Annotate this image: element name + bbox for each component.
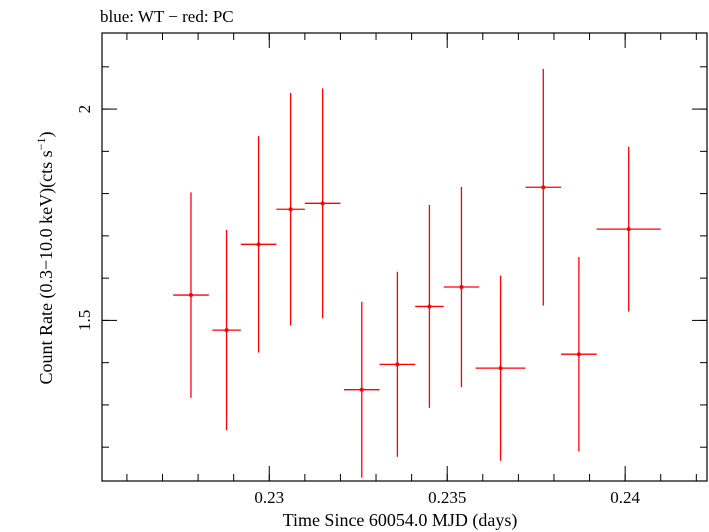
data-point: [212, 229, 241, 431]
data-marker: [576, 352, 581, 357]
data-point: [443, 186, 480, 388]
data-marker: [320, 201, 325, 206]
data-point: [240, 136, 277, 353]
y-axis-label-superscript: −1: [34, 138, 48, 151]
data-point: [596, 146, 661, 312]
axis-ticks: [102, 33, 707, 481]
data-marker: [224, 328, 229, 333]
data-marker: [288, 207, 293, 212]
plot-frame: [101, 32, 708, 482]
data-point: [379, 271, 416, 457]
tick-labels: 0.23 0.235 0.24 1.5 2: [75, 105, 641, 507]
data-marker: [541, 185, 546, 190]
data-point: [276, 93, 305, 326]
data-marker: [626, 227, 631, 232]
data-marker: [459, 285, 464, 290]
data-marker: [359, 387, 364, 392]
data-points: [173, 68, 661, 478]
data-marker: [188, 293, 193, 298]
data-marker: [427, 304, 432, 309]
data-point: [304, 88, 341, 319]
chart-title: blue: WT − red: PC: [100, 7, 234, 26]
data-point: [561, 257, 597, 452]
data-marker: [498, 366, 503, 371]
data-point: [415, 205, 444, 408]
y-tick-label: 1.5: [75, 310, 94, 331]
x-tick-label: 0.24: [610, 488, 640, 507]
x-axis-label: Time Since 60054.0 MJD (days): [283, 510, 518, 531]
y-tick-label: 2: [75, 105, 94, 114]
data-point: [173, 192, 209, 398]
y-axis-label-main: Count Rate (0.3−10.0 keV)(cts s: [36, 150, 57, 384]
data-point: [525, 68, 562, 306]
data-marker: [395, 362, 400, 367]
data-point: [475, 275, 526, 461]
y-axis-label: Count Rate (0.3−10.0 keV)(cts s−1): [34, 132, 57, 385]
x-tick-label: 0.23: [254, 488, 284, 507]
x-tick-label: 0.235: [428, 488, 466, 507]
data-marker: [256, 242, 261, 247]
data-point: [344, 301, 380, 478]
y-axis-label-close: ): [36, 132, 57, 138]
